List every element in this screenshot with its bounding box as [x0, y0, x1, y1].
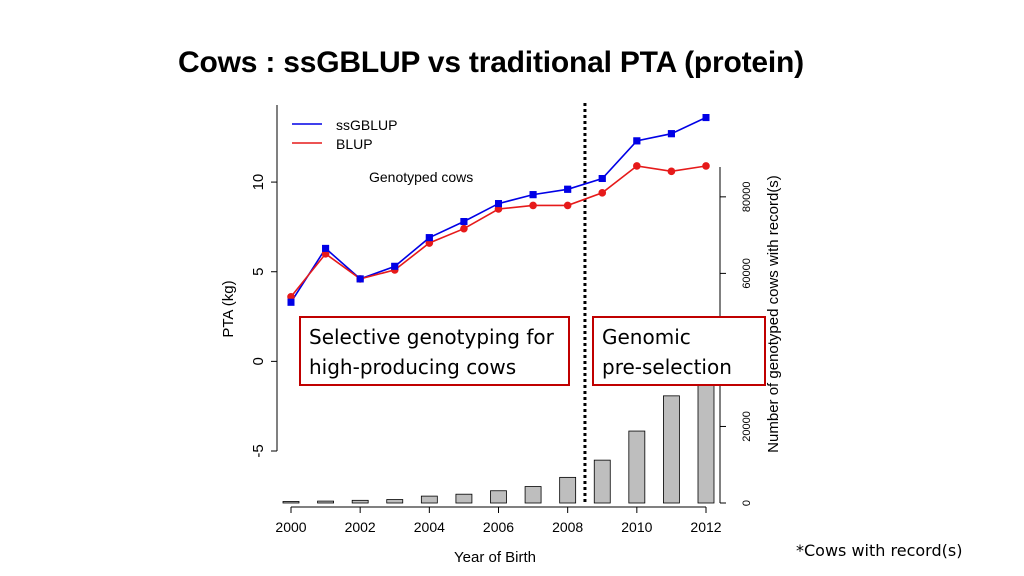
bar-2007 [524, 486, 542, 504]
point-BLUP-2008 [563, 201, 572, 210]
bar-2002 [351, 499, 369, 504]
y2-tick-label: 60000 [741, 258, 753, 289]
bar-2005 [455, 493, 473, 504]
x-tick-label: 2010 [621, 519, 652, 535]
point-top-ssGBLUP-2007 [529, 191, 537, 199]
y-axis-label: PTA (kg) [220, 280, 237, 337]
x-axis-label: Year of Birth [454, 549, 536, 566]
bar-2004 [420, 495, 438, 504]
axes-layer: -5 0 5 10 2000 2002 2004 2006 2008 2010 2012 0 20000… [250, 105, 753, 535]
point-top-ssGBLUP-2005 [460, 218, 468, 226]
x-tick-label: 2002 [345, 519, 376, 535]
point-top-ssGBLUP-2002 [356, 275, 364, 283]
x-tick-label: 2004 [414, 519, 445, 535]
bar-2006 [490, 490, 507, 504]
x-tick-label: 2000 [275, 519, 306, 535]
genomic-line-1: Genomic [602, 325, 691, 349]
y2-tick-label: 80000 [741, 182, 753, 213]
slide-title: Cows : ssGBLUP vs traditional PTA (prote… [178, 46, 804, 79]
genotyped-cows-label: Genotyped cows [369, 169, 473, 185]
bar-2010 [628, 430, 646, 504]
bar-2001 [317, 500, 334, 504]
point-top-ssGBLUP-2001 [322, 244, 330, 252]
point-top-ssGBLUP-2012 [702, 114, 710, 122]
y2-tick-label: 20000 [741, 411, 753, 442]
point-top-ssGBLUP-2000 [287, 298, 295, 306]
point-top-ssGBLUP-2011 [667, 130, 675, 138]
x-tick-label: 2008 [552, 519, 583, 535]
y2-axis-label: Number of genotyped cows with record(s) [765, 175, 782, 453]
point-BLUP-2007 [529, 201, 537, 210]
series-line-BLUP [290, 165, 707, 298]
bar-2003 [386, 499, 404, 504]
y-tick-label: -5 [250, 444, 267, 457]
point-top-ssGBLUP-2008 [564, 185, 572, 193]
point-BLUP-2010 [633, 162, 641, 170]
point-BLUP-2011 [667, 167, 676, 176]
footnote: *Cows with record(s) [796, 541, 963, 560]
genomic-preselection-box: Genomic pre-selection [592, 316, 766, 386]
y-tick-label: 10 [250, 174, 267, 191]
selective-line-1: Selective genotyping for [309, 325, 554, 349]
x-tick-label: 2012 [690, 519, 721, 535]
point-top-ssGBLUP-2010 [633, 137, 641, 145]
y-tick-label: 0 [250, 357, 267, 365]
genomic-line-2: pre-selection [602, 355, 732, 379]
point-top-ssGBLUP-2006 [495, 200, 502, 208]
legend-label-ssGBLUP: ssGBLUP [336, 117, 397, 133]
bar-2011 [663, 395, 680, 504]
lines-layer [287, 114, 710, 306]
y2-tick-label: 0 [741, 500, 753, 506]
point-top-ssGBLUP-2004 [425, 234, 433, 242]
point-BLUP-2005 [460, 224, 468, 233]
y-tick-label: 5 [250, 268, 267, 276]
selective-genotyping-box: Selective genotyping for high-producing … [299, 316, 570, 386]
bar-2008 [559, 476, 577, 504]
selective-line-2: high-producing cows [309, 355, 517, 379]
bars-layer [282, 318, 715, 504]
bar-2009 [593, 459, 611, 504]
x-tick-label: 2006 [483, 519, 514, 535]
point-top-ssGBLUP-2009 [598, 175, 606, 183]
bar-2000 [282, 501, 300, 504]
point-BLUP-2009 [598, 189, 607, 197]
legend-label-BLUP: BLUP [336, 136, 373, 152]
legend: ssGBLUP BLUP [292, 117, 397, 152]
point-BLUP-2012 [702, 162, 710, 170]
point-top-ssGBLUP-2003 [391, 262, 399, 270]
